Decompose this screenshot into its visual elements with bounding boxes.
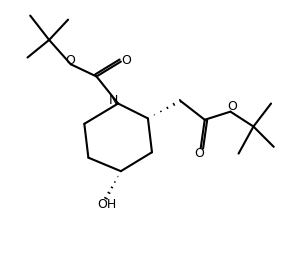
Text: N: N xyxy=(109,94,118,107)
Text: O: O xyxy=(65,54,75,67)
Text: OH: OH xyxy=(98,198,117,211)
Text: O: O xyxy=(121,54,131,67)
Text: O: O xyxy=(227,100,237,113)
Text: O: O xyxy=(194,147,204,160)
